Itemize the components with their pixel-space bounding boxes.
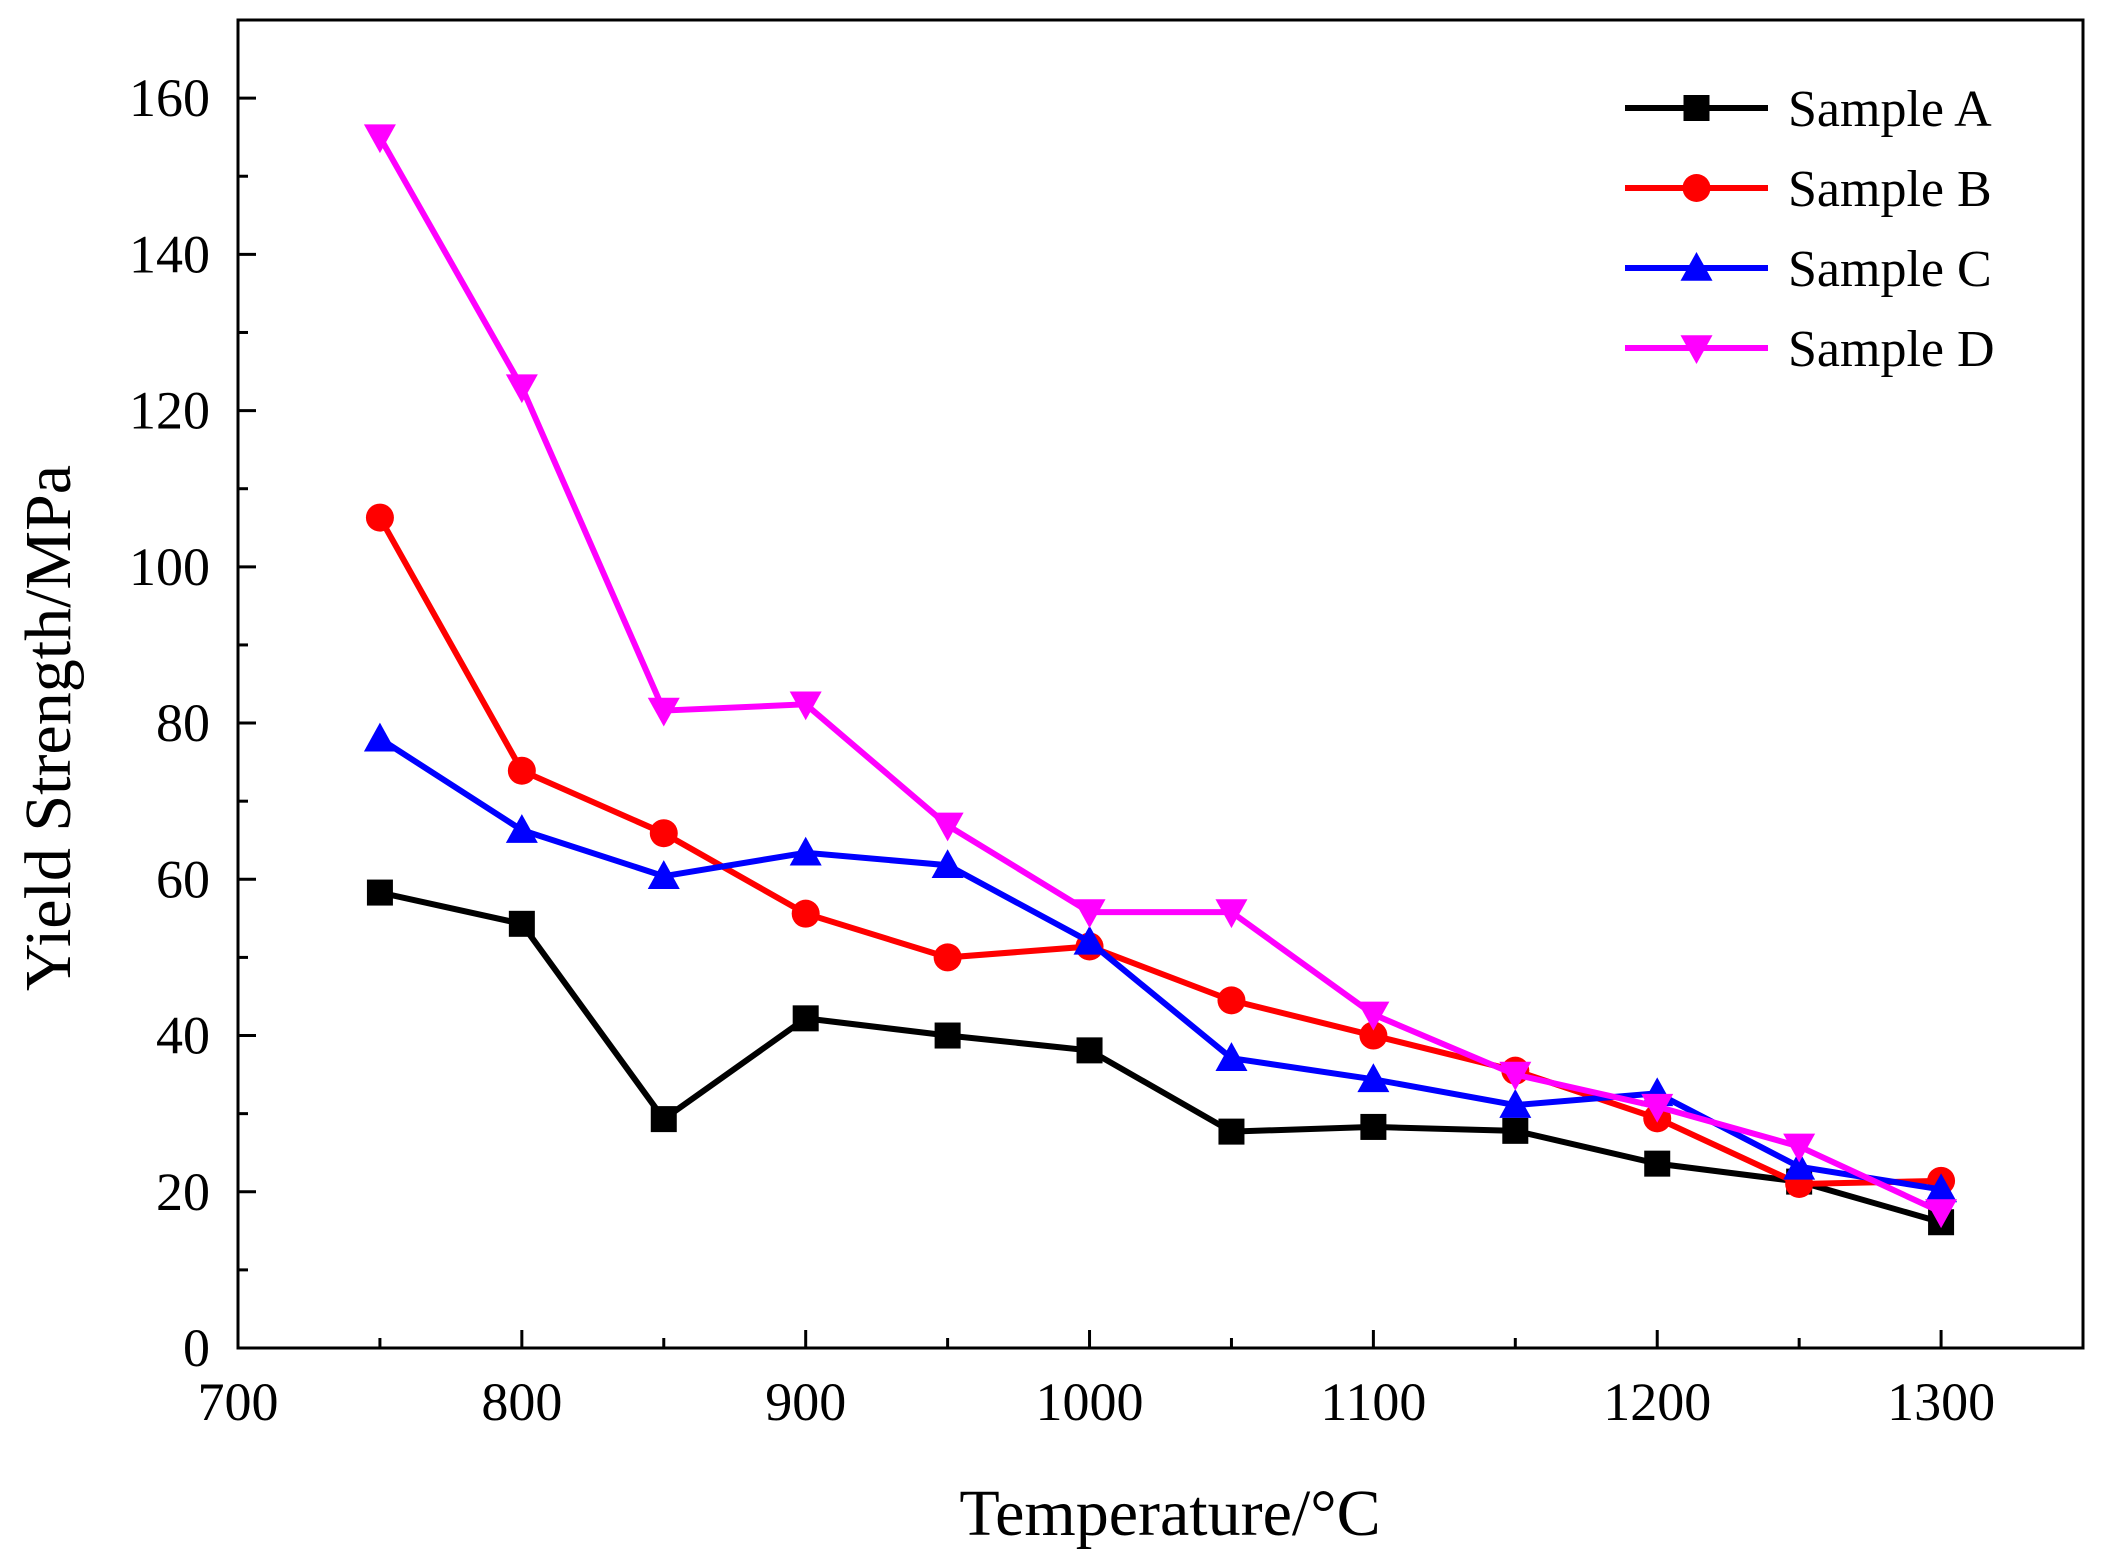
data-point-sample-a — [934, 1022, 961, 1049]
data-point-sample-d — [363, 124, 396, 154]
x-axis-title: Temperature/°C — [959, 1477, 1380, 1550]
legend-item-sample-c: Sample C — [1625, 241, 1992, 298]
x-tick-label: 700 — [198, 1372, 279, 1432]
x-tick-label: 1100 — [1320, 1372, 1426, 1432]
data-point-sample-c — [1499, 1089, 1532, 1118]
data-point-sample-d — [1073, 899, 1106, 929]
data-point-sample-d — [1641, 1093, 1674, 1123]
data-point-sample-a — [650, 1106, 677, 1133]
series-line-sample-d — [377, 135, 1943, 1215]
data-point-sample-c — [1925, 1173, 1958, 1203]
data-point-sample-d — [1925, 1199, 1958, 1229]
series-line-sample-c — [378, 736, 1942, 1193]
legend-label: Sample B — [1788, 161, 1992, 218]
y-tick-label: 80 — [156, 693, 210, 753]
data-point-sample-a — [1502, 1117, 1529, 1144]
data-point-sample-a — [366, 879, 393, 906]
data-point-sample-d — [1215, 899, 1248, 929]
series-line-sample-a — [379, 889, 1942, 1226]
legend-label: Sample D — [1788, 321, 1995, 378]
data-point-sample-b — [933, 943, 962, 972]
y-tick-label: 100 — [129, 537, 210, 597]
data-point-sample-c — [1357, 1063, 1390, 1093]
data-point-sample-a — [1218, 1118, 1245, 1145]
data-point-sample-c — [647, 860, 680, 889]
legend-swatch-marker — [1680, 252, 1713, 281]
x-tick-label: 1000 — [1036, 1372, 1144, 1432]
data-point-sample-c — [1073, 925, 1106, 955]
series-sample-a — [366, 879, 1955, 1236]
x-tick-label: 1200 — [1603, 1372, 1711, 1432]
y-tick-label: 40 — [156, 1006, 210, 1066]
legend-swatch-marker — [1683, 95, 1710, 121]
data-point-sample-a — [792, 1005, 819, 1032]
legend-label: Sample C — [1788, 241, 1992, 298]
plot-frame — [236, 18, 2085, 1350]
legend-item-sample-a: Sample A — [1625, 81, 1992, 138]
axes-layer: 700 800 900 1000 1100 1200 1300 0 20 40 60 80 100 120… — [129, 18, 2085, 1432]
x-tick-label: 800 — [481, 1372, 562, 1432]
legend-swatch-marker — [1680, 335, 1713, 364]
data-point-sample-d — [1357, 1001, 1390, 1031]
data-point-sample-b — [365, 503, 394, 532]
legend-item-sample-b: Sample B — [1625, 161, 1992, 218]
data-point-sample-c — [789, 836, 822, 866]
series-line-sample-b — [377, 516, 1942, 1187]
data-point-sample-d — [647, 697, 680, 727]
y-tick-label: 20 — [156, 1162, 210, 1222]
data-point-sample-d — [505, 374, 538, 404]
y-tick-label: 160 — [129, 68, 210, 128]
data-point-sample-c — [363, 722, 396, 752]
data-point-sample-c — [1215, 1042, 1248, 1071]
data-point-sample-b — [791, 899, 820, 928]
series-layer — [363, 124, 1958, 1236]
legend: Sample A Sample B Sample C Sample D — [1625, 81, 1995, 378]
data-point-sample-d — [931, 812, 964, 842]
y-tick-label: 60 — [156, 849, 210, 909]
x-tick-label: 1300 — [1887, 1372, 1995, 1432]
data-point-sample-b — [1217, 986, 1246, 1015]
data-point-sample-c — [505, 814, 538, 843]
data-point-sample-d — [1499, 1061, 1532, 1091]
x-tick-label: 900 — [765, 1372, 846, 1432]
legend-label: Sample A — [1788, 81, 1992, 138]
data-point-sample-a — [1076, 1037, 1103, 1064]
legend-item-sample-d: Sample D — [1625, 321, 1995, 378]
y-tick-label: 120 — [129, 381, 210, 441]
data-point-sample-a — [1360, 1113, 1387, 1140]
data-point-sample-d — [1783, 1133, 1816, 1163]
data-point-sample-b — [649, 819, 678, 848]
data-point-sample-a — [1644, 1150, 1671, 1177]
series-sample-c — [363, 722, 1958, 1203]
y-axis-title: Yield Strength/MPa — [12, 465, 85, 991]
y-tick-label: 0 — [183, 1318, 210, 1378]
legend-swatch-marker — [1682, 174, 1711, 202]
series-sample-d — [363, 124, 1958, 1229]
data-point-sample-a — [508, 910, 535, 937]
y-tick-label: 140 — [129, 224, 210, 284]
data-point-sample-b — [1359, 1021, 1388, 1050]
data-point-sample-b — [507, 756, 536, 785]
data-point-sample-c — [1783, 1150, 1816, 1180]
data-point-sample-c — [931, 849, 964, 879]
data-point-sample-d — [789, 691, 822, 721]
